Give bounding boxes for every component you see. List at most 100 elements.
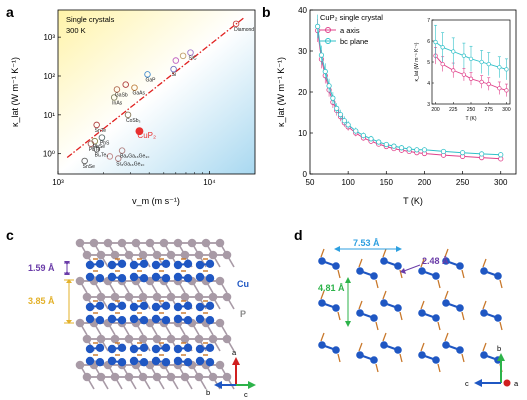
cu-atom [183,343,193,352]
point-5 [144,71,151,78]
xtick-b-5: 300 [494,178,508,187]
cu-atom [139,358,149,367]
cu-atom [173,260,183,270]
cu-atom [139,259,149,268]
point-3 [172,57,180,64]
cu-atom [107,314,117,324]
p-atom [180,372,190,382]
p-atom [75,238,85,248]
p-atom [96,292,106,302]
cu-atom [129,356,139,366]
vib-arrow-26 [382,290,387,300]
p-atom [208,334,218,344]
vib-arrow-1 [337,269,341,279]
plot-area-a [57,9,256,175]
point-label-11: SnTe [95,128,107,134]
p-atom [222,250,232,260]
cu-atom [85,260,95,270]
cu-atom [95,358,105,367]
cu-atom [332,346,340,354]
p-atom [152,292,162,302]
cu-atom [85,344,95,354]
panel-letter-b: b [262,4,271,20]
ytick-a-0: 10⁰ [43,150,55,159]
cu-atom [139,343,149,352]
cu-atom [117,343,127,352]
cu-atom [139,274,149,283]
cu-atom [394,304,402,312]
vib-arrow-44 [382,332,387,342]
p-label: P [240,309,246,319]
axis-d-b: b [497,344,501,353]
vib-arrow-2 [320,248,325,258]
point-label-17: Sr₈Ga₁₆Ge₃₀ [116,162,144,168]
cu-atom [95,274,105,283]
point-label-5: GaP [145,77,156,83]
cu-atom [161,259,171,268]
p-atom [110,334,120,344]
ylabel-a: κ_lat (W m⁻¹ K⁻¹) [10,57,20,127]
series-b-1-point-2 [322,68,328,75]
series-b-1-point-19 [440,148,447,155]
p-atom [124,292,134,302]
series-b-1-point-17 [414,147,420,153]
cu-atom [332,304,340,312]
cu-atom [173,344,183,354]
cu-atom [95,343,105,352]
point-9 [122,81,129,88]
vib-arrow-20 [320,290,325,300]
cu-atom [205,259,215,268]
cu-atom [494,272,502,280]
panel-letter-d: d [294,227,303,243]
cu-atom [107,344,117,354]
cu-atom [195,344,205,354]
cu-atom [183,259,193,268]
trend-line [66,17,245,158]
series-b-1-point-4 [330,95,336,101]
p-atom [194,250,204,260]
p-atom [194,334,204,344]
cu-atom [161,358,171,367]
inset-series-0-point-7 [497,86,502,91]
cu-atom [151,272,161,282]
xtick-a-1: 10⁴ [203,178,216,187]
cu-atom [161,274,171,283]
inset-series-1-point-3 [461,53,467,58]
dim-1-59 [64,261,70,275]
cu-atom [173,272,183,282]
vib-arrow-7 [399,269,403,279]
inset-ytick-1: 4 [427,81,430,87]
cu-atom [370,272,378,280]
inset-series-1-point-7 [497,65,502,70]
p-atom [117,238,127,248]
cu-atom [432,272,440,280]
p-atom [96,334,106,344]
inset-series-0-point-1 [440,61,445,67]
inset-xtick-3: 275 [485,107,494,113]
p-atom [180,334,190,344]
inset-xlabel: T (K) [465,116,476,122]
p-atom [124,334,134,344]
vib-arrow-5 [358,258,363,268]
series-b-1-point-8 [345,122,351,128]
cu-atom [117,259,127,268]
p-atom [96,250,106,260]
cu-atom [380,299,388,307]
p-atom [180,250,190,260]
cu-atom [183,316,193,325]
series-b-1-point-15 [398,145,405,151]
vib-arrow-38 [320,332,325,342]
ytick-b-1: 10 [298,129,307,138]
p-atom [152,372,162,382]
p-atom [82,250,92,260]
point-6 [113,86,121,93]
cu-atom [183,274,193,283]
inset-xtick-4: 300 [502,107,511,113]
series-b-1-point-20 [459,150,466,156]
cu-atom [183,301,193,310]
p-atom [222,292,232,302]
inset-ytick-3: 6 [427,39,430,45]
cu-atom [161,301,171,310]
inset-ytick-4: 7 [427,18,430,24]
point-label-16: Ba₈Ga₁₆Ge₃₀ [120,154,149,160]
